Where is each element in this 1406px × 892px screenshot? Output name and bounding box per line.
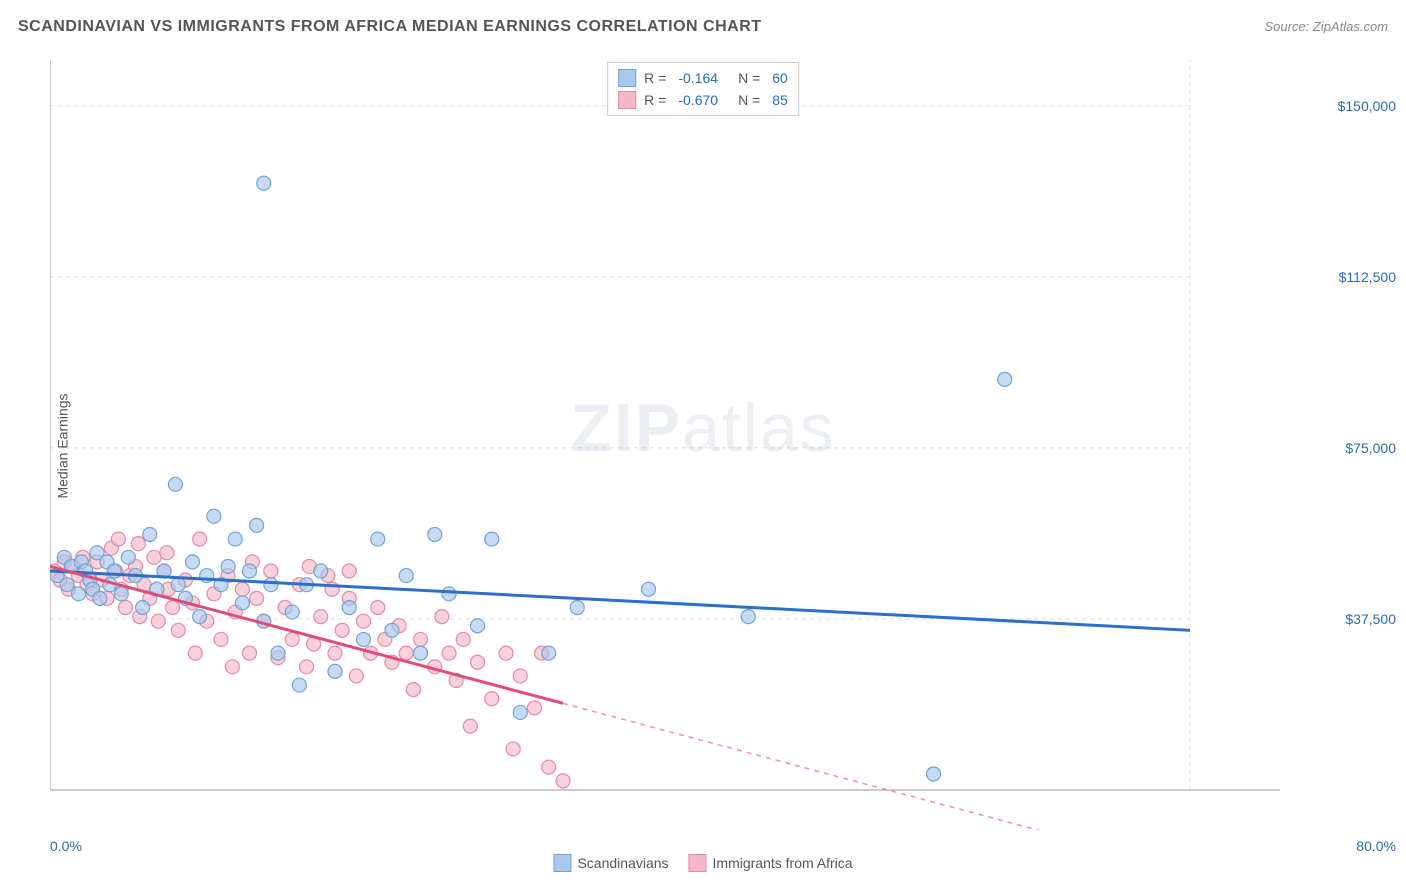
y-tick-label: $112,500 — [1339, 269, 1396, 285]
chart-svg — [50, 60, 1290, 830]
swatch-icon — [618, 91, 636, 109]
legend-n-label: N = — [738, 92, 760, 108]
legend-row: R = -0.164 N = 60 — [618, 67, 788, 89]
legend-n-value: 85 — [772, 92, 788, 108]
source-label: Source: ZipAtlas.com — [1264, 19, 1388, 34]
legend-n-value: 60 — [772, 70, 788, 86]
series-name: Immigrants from Africa — [713, 855, 853, 871]
x-tick-label: 0.0% — [50, 838, 82, 854]
series-legend: Scandinavians Immigrants from Africa — [553, 854, 852, 872]
swatch-icon — [689, 854, 707, 872]
legend-r-value: -0.164 — [678, 70, 718, 86]
legend-item: Scandinavians — [553, 854, 668, 872]
legend-r-label: R = — [644, 70, 666, 86]
legend-n-label: N = — [738, 70, 760, 86]
legend-r-label: R = — [644, 92, 666, 108]
y-tick-label: $37,500 — [1345, 611, 1396, 627]
legend-item: Immigrants from Africa — [689, 854, 853, 872]
y-tick-label: $75,000 — [1345, 440, 1396, 456]
x-tick-label: 80.0% — [1356, 838, 1396, 854]
correlation-legend: R = -0.164 N = 60 R = -0.670 N = 85 — [607, 62, 799, 116]
swatch-icon — [618, 69, 636, 87]
swatch-icon — [553, 854, 571, 872]
legend-r-value: -0.670 — [678, 92, 718, 108]
series-name: Scandinavians — [577, 855, 668, 871]
plot-area — [50, 60, 1290, 830]
chart-title: SCANDINAVIAN VS IMMIGRANTS FROM AFRICA M… — [18, 18, 762, 36]
legend-row: R = -0.670 N = 85 — [618, 89, 788, 111]
y-tick-label: $150,000 — [1338, 98, 1396, 114]
